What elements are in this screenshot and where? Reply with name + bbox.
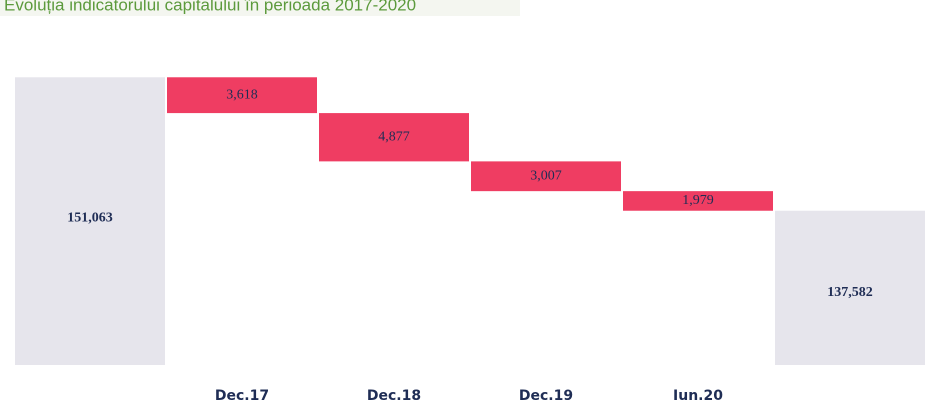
value-label: 1,979 [682,193,714,208]
bar [15,77,165,365]
x-tick-label: Dec.17 [215,388,269,404]
bar [623,191,773,211]
x-tick-label: Iun.20 [673,388,723,404]
value-label: 3,007 [530,168,562,183]
value-label: 4,877 [378,129,410,144]
value-label: 151,063 [67,210,113,225]
bar [775,210,925,365]
x-tick-label: Dec.18 [367,388,421,404]
value-label: 137,582 [827,285,873,300]
bar [471,161,621,192]
chart-title: Evoluția indicatorului capitalului în pe… [4,0,416,14]
title-strip [0,0,520,16]
bar [319,113,469,162]
bar [167,77,317,114]
x-tick-label: Dec.19 [519,388,573,404]
value-label: 3,618 [226,87,258,102]
